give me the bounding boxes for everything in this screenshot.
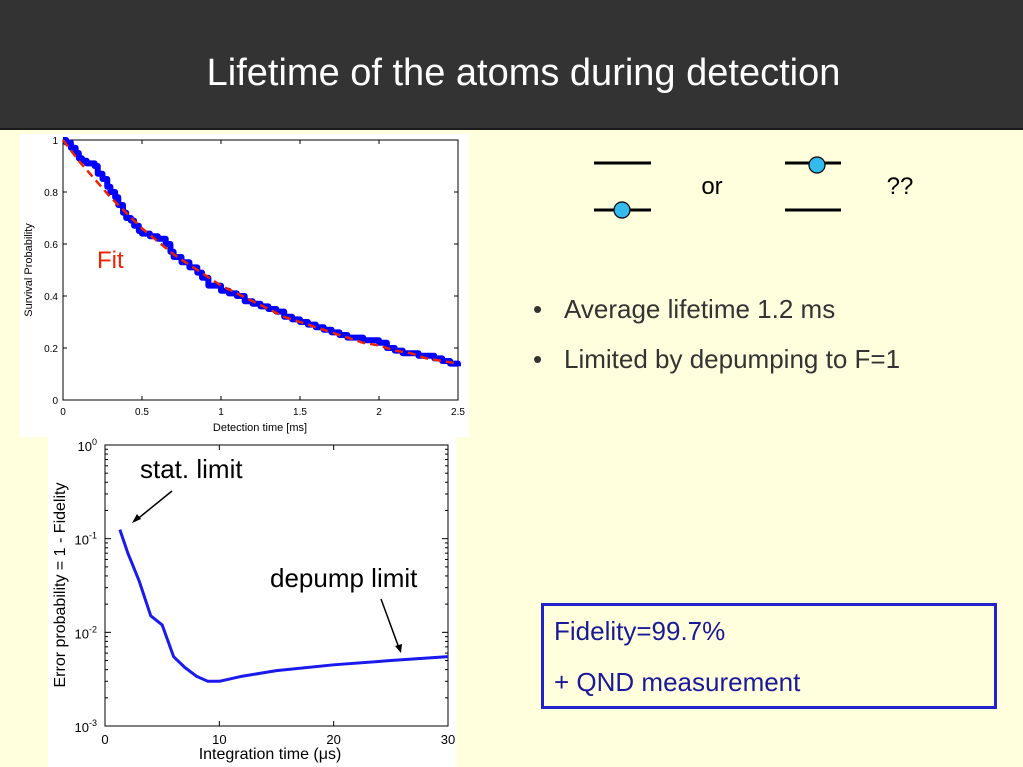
plot-frame (104, 444, 449, 727)
stat-limit-annotation: stat. limit (140, 454, 243, 484)
x-tick-label: 2.5 (451, 407, 465, 418)
x-tick-label: 0 (60, 407, 66, 418)
question-label: ?? (887, 173, 914, 200)
chart-background (20, 134, 469, 437)
x-tick-label: 30 (441, 732, 455, 747)
x-tick-label: 1.5 (293, 407, 307, 418)
plot-frame (62, 139, 459, 401)
bullet-text: Limited by depumping to F=1 (564, 344, 901, 374)
y-tick-label: 100 (78, 437, 97, 454)
y-tick-label: 0.4 (44, 292, 58, 303)
or-label: or (701, 173, 722, 200)
atom-lower-state (613, 201, 631, 219)
data-line (63, 137, 461, 367)
y-tick-label: 0.2 (44, 344, 58, 355)
x-axis-label: Integration time (μs) (199, 746, 342, 763)
chart-background (48, 435, 456, 767)
fidelity-value: Fidelity=99.7% (554, 616, 726, 646)
y-tick-label: 10-3 (75, 718, 97, 735)
x-tick-label: 20 (326, 732, 340, 747)
bullet-dot-icon: • (533, 344, 543, 374)
stat-limit-arrow (132, 490, 173, 523)
x-tick-label: 0.5 (135, 407, 149, 418)
atom-upper-state (808, 156, 826, 174)
y-tick-label: 10-1 (75, 531, 97, 548)
fit-line (62, 139, 459, 365)
qnd-note: + QND measurement (554, 667, 801, 697)
fidelity-box: Fidelity=99.7% + QND measurement (541, 603, 997, 709)
energy-level-diagram: or ?? (594, 156, 914, 219)
depump-limit-annotation: depump limit (270, 563, 418, 593)
x-tick-label: 2 (376, 407, 382, 418)
y-tick-label: 0.8 (44, 188, 58, 199)
survival-chart: 0 0.5 1 1.5 2 2.5 0 0.2 0.4 0.6 0.8 1 Detection tim… (20, 134, 469, 437)
y-tick-label: 1 (52, 136, 58, 147)
x-tick-label: 1 (218, 407, 224, 418)
error-line (118, 529, 449, 683)
y-tick-label: 0.6 (44, 240, 58, 251)
y-axis-label: Error probability = 1 - Fidelity (52, 483, 69, 688)
bullet-item: • Average lifetime 1.2 ms (533, 292, 923, 326)
y-axis-label: Survival Probability (23, 223, 35, 317)
fit-annotation: Fit (97, 247, 124, 274)
y-tick-label: 10-2 (75, 624, 97, 641)
bullet-item: • Limited by depumping to F=1 (533, 342, 923, 376)
y-tick-label: 0 (52, 396, 58, 407)
bullet-text: Average lifetime 1.2 ms (564, 294, 836, 324)
bullet-list: • Average lifetime 1.2 ms • Limited by dep… (533, 292, 923, 392)
x-tick-label: 10 (212, 732, 226, 747)
slide-header: Lifetime of the atoms during detection (0, 0, 1023, 130)
bullet-dot-icon: • (533, 294, 543, 324)
depump-limit-arrow (380, 598, 402, 653)
x-tick-label: 0 (101, 732, 108, 747)
slide-title: Lifetime of the atoms during detection (206, 52, 841, 94)
x-axis-label: Detection time [ms] (213, 422, 307, 434)
error-chart: 0 10 20 30 100 10-1 10-2 10-3 Integration time … (48, 435, 456, 767)
